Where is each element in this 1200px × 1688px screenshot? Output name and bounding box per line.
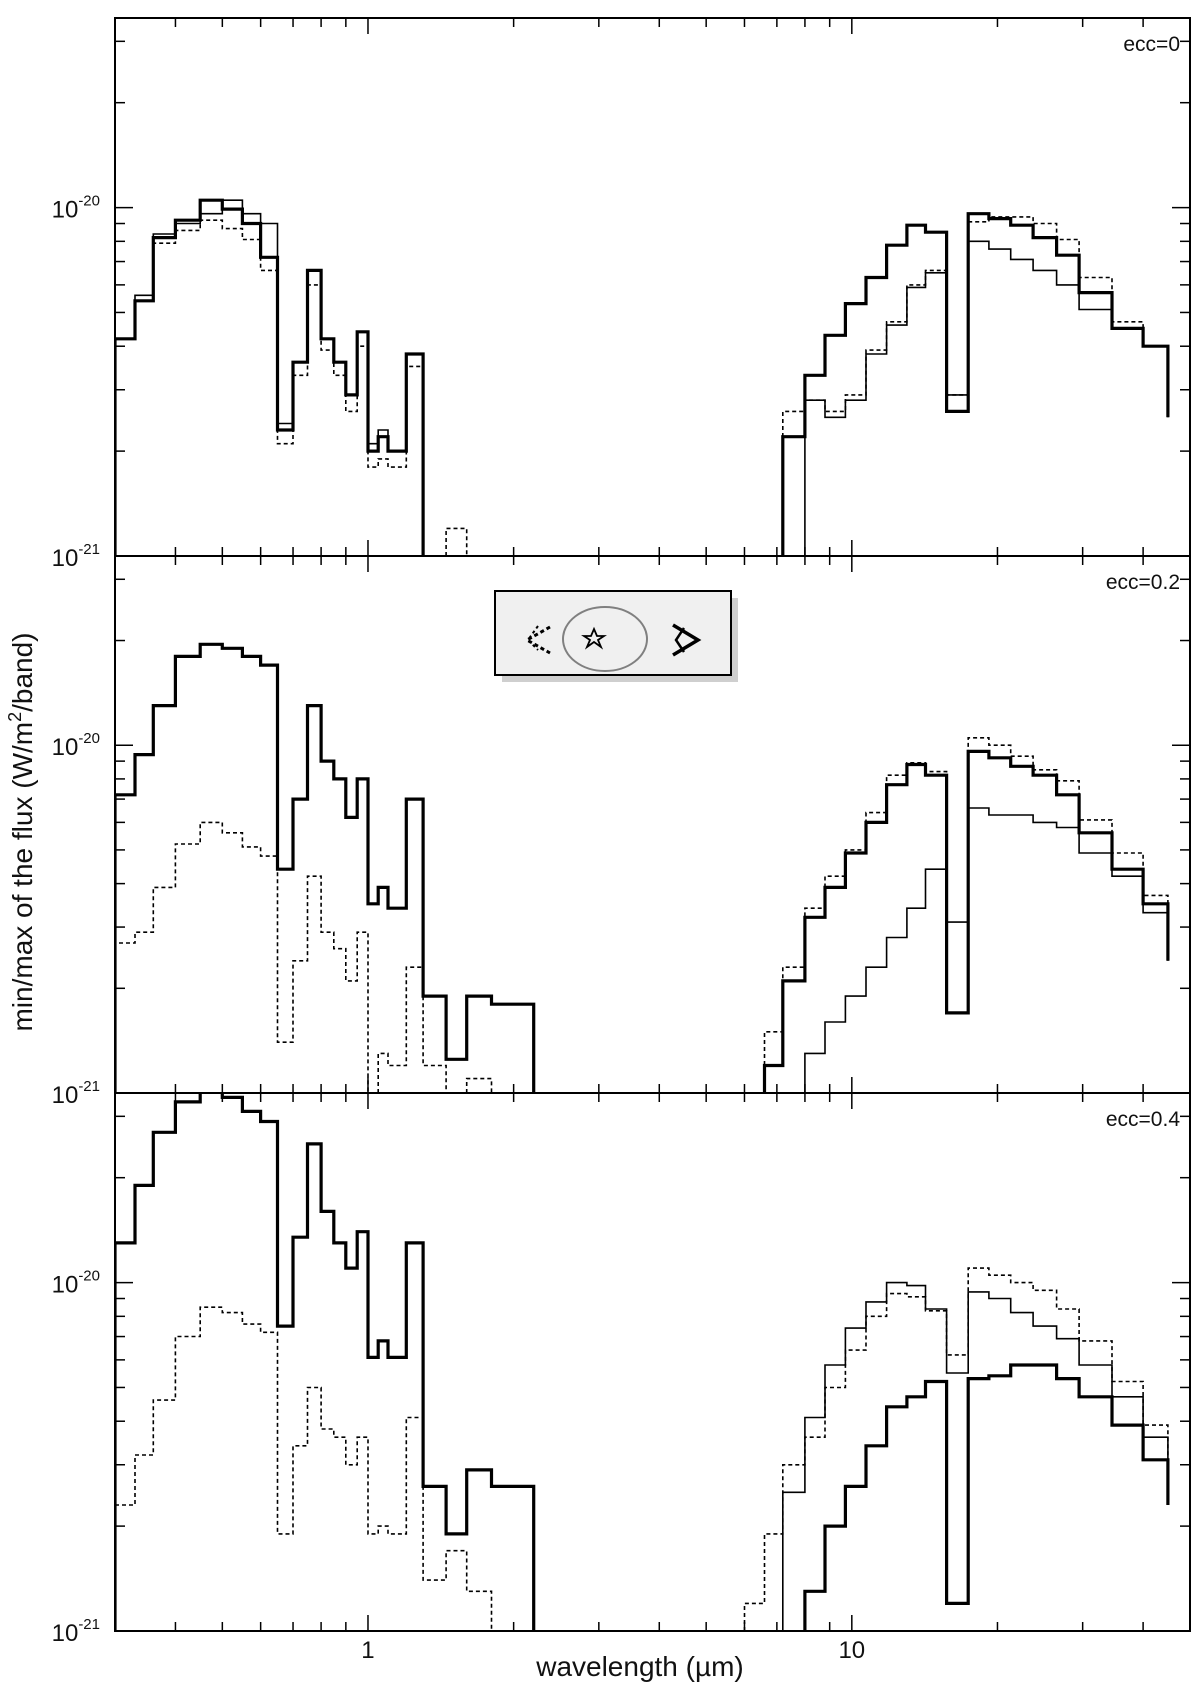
legend-box xyxy=(494,590,732,676)
y-tick-label-base: 10 xyxy=(52,1620,79,1647)
series-solid-thick-line xyxy=(115,642,1170,1093)
y-tick-label-base: 10 xyxy=(52,1082,79,1109)
series-solid-thin-line xyxy=(115,199,1169,556)
y-tick-label-base: 10 xyxy=(52,734,79,761)
panel-frame xyxy=(114,1092,1191,1632)
y-tick-label: 10-21 xyxy=(52,1616,100,1647)
y-tick-label-exponent: -20 xyxy=(78,1268,100,1285)
y-tick-label-exponent: -21 xyxy=(78,1616,100,1633)
panel-label: ecc=0.4 xyxy=(1106,1108,1180,1131)
observer-left-dashed-icon xyxy=(523,625,551,655)
series-dashed-thin-line xyxy=(115,737,1169,1093)
x-tick-label: 10 xyxy=(838,1637,865,1664)
legend xyxy=(494,590,738,682)
tick-group xyxy=(114,556,1191,1094)
panel-label: ecc=0.2 xyxy=(1106,571,1180,594)
panels-group: 10-2010-21ecc=010-2010-21ecc=0.210-2010-… xyxy=(52,17,1191,1664)
y-tick-label: 10-21 xyxy=(52,1078,100,1109)
observer-right-solid-icon xyxy=(672,623,702,657)
y-tick-label-exponent: -21 xyxy=(78,541,100,558)
y-tick-label-base: 10 xyxy=(52,197,79,224)
orbit-ellipse xyxy=(562,606,648,672)
x-tick-label: 1 xyxy=(361,1637,374,1664)
panel-label: ecc=0 xyxy=(1123,33,1180,56)
series-solid-thick-line xyxy=(115,1093,1170,1631)
y-tick-label: 10-21 xyxy=(52,541,100,572)
star-icon xyxy=(581,626,607,650)
y-tick-label-base: 10 xyxy=(52,1272,79,1299)
y-tick-label-exponent: -20 xyxy=(78,730,100,747)
y-tick-label: 10-20 xyxy=(52,730,100,761)
series-solid-thin-line xyxy=(782,1281,1169,1631)
series-dashed-thin-line xyxy=(115,216,1169,556)
series-group xyxy=(115,198,1170,556)
series-dashed-thin-line xyxy=(115,1267,1169,1631)
series-solid-thin-line xyxy=(804,807,1169,1093)
series-group xyxy=(115,642,1170,1093)
y-tick-label-exponent: -21 xyxy=(78,1078,100,1095)
y-tick-label: 10-20 xyxy=(52,1268,100,1299)
tick-group xyxy=(114,1093,1191,1632)
y-tick-label-base: 10 xyxy=(52,545,79,572)
y-tick-label-exponent: -20 xyxy=(78,193,100,210)
y-tick-label: 10-20 xyxy=(52,193,100,224)
y-axis-label: min/max of the flux (W/m2/band) xyxy=(5,632,38,1031)
x-tick-labels: 1 10 xyxy=(361,1637,865,1664)
x-axis-label: wavelength (µm) xyxy=(535,1651,744,1682)
series-group xyxy=(115,1093,1170,1631)
